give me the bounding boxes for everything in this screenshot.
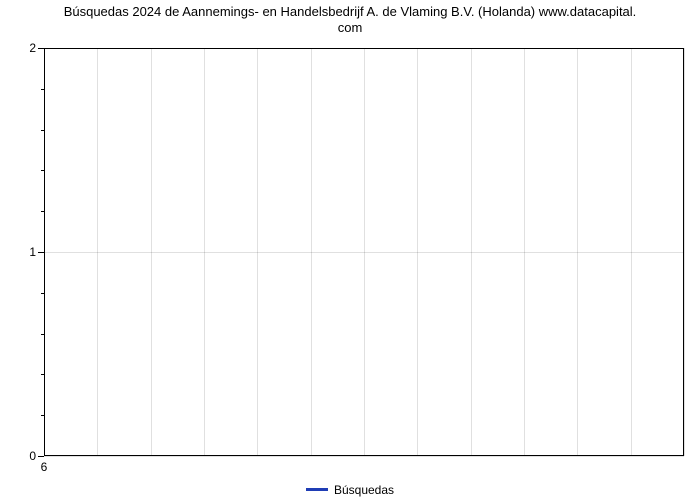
grid-horizontal bbox=[44, 48, 684, 49]
chart-title: Búsquedas 2024 de Aannemings- en Handels… bbox=[0, 4, 700, 37]
y-tick-label: 1 bbox=[29, 245, 36, 259]
chart-title-line1: Búsquedas 2024 de Aannemings- en Handels… bbox=[64, 4, 637, 19]
grid-horizontal bbox=[44, 252, 684, 253]
y-tick-label: 2 bbox=[29, 41, 36, 55]
legend: Búsquedas bbox=[0, 480, 700, 497]
y-minor-tick bbox=[41, 170, 44, 171]
y-minor-tick bbox=[41, 211, 44, 212]
legend-label: Búsquedas bbox=[334, 483, 394, 497]
y-minor-tick bbox=[41, 374, 44, 375]
y-tick-label: 0 bbox=[29, 449, 36, 463]
y-tick-mark bbox=[38, 252, 44, 253]
y-tick-mark bbox=[38, 48, 44, 49]
legend-item: Búsquedas bbox=[306, 483, 394, 497]
chart-title-line2: com bbox=[338, 20, 363, 35]
y-minor-tick bbox=[41, 415, 44, 416]
y-minor-tick bbox=[41, 89, 44, 90]
x-tick-label: 6 bbox=[41, 460, 48, 474]
grid-vertical bbox=[684, 48, 685, 456]
grid-horizontal bbox=[44, 456, 684, 457]
legend-swatch bbox=[306, 488, 328, 491]
y-minor-tick bbox=[41, 130, 44, 131]
y-minor-tick bbox=[41, 334, 44, 335]
y-tick-mark bbox=[38, 456, 44, 457]
chart-container: Búsquedas 2024 de Aannemings- en Handels… bbox=[0, 0, 700, 500]
plot-area: 0126 bbox=[44, 48, 684, 456]
y-minor-tick bbox=[41, 293, 44, 294]
